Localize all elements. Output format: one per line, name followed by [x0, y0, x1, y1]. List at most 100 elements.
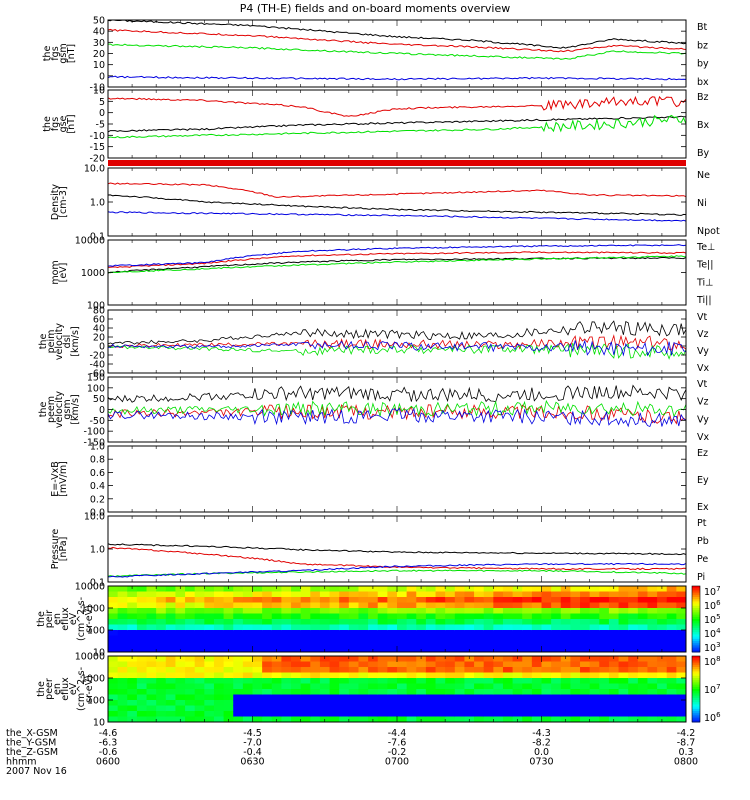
heatmap-cell — [445, 700, 456, 707]
heatmap-cell — [435, 667, 446, 674]
heatmap-cell — [368, 608, 379, 615]
heatmap-cell — [175, 656, 186, 663]
heatmap-cell — [358, 705, 369, 712]
heatmap-cell — [310, 716, 321, 722]
heatmap-cell — [637, 689, 649, 696]
heatmap-cell — [377, 711, 388, 718]
heatmap-cell — [300, 646, 311, 652]
heatmap-cell — [637, 619, 649, 626]
heatmap-cell — [281, 661, 292, 668]
heatmap-cell — [165, 661, 177, 668]
heatmap-cell — [531, 619, 543, 626]
heatmap-cell — [339, 624, 350, 631]
heatmap-cell — [599, 635, 610, 642]
heatmap-cell — [281, 602, 292, 609]
heatmap-cell — [127, 678, 138, 685]
heatmap-cell — [242, 646, 254, 652]
heatmap-cell — [580, 694, 591, 701]
colorbar-segment — [692, 697, 700, 701]
heatmap-cell — [223, 667, 234, 674]
heatmap-cell — [348, 613, 360, 620]
colorbar-tick-label: 105 — [704, 613, 721, 626]
heatmap-cell — [406, 661, 417, 668]
colorbar-segment — [692, 649, 700, 653]
series-line-Bz — [108, 95, 686, 117]
heatmap-cell — [406, 683, 417, 690]
heatmap-cell — [464, 694, 475, 701]
heatmap-cell — [454, 678, 466, 685]
y-tick-label: -20 — [89, 154, 105, 165]
heatmap-cell — [242, 630, 254, 637]
heatmap-cell — [628, 619, 639, 626]
heatmap-cell — [464, 705, 475, 712]
heatmap-cell — [445, 667, 456, 674]
heatmap-cell — [108, 624, 119, 631]
y-axis-label: eflux — [60, 607, 71, 631]
heatmap-cell — [291, 597, 302, 604]
heatmap-cell — [628, 678, 639, 685]
heatmap-cell — [580, 586, 591, 593]
heatmap-cell — [310, 586, 321, 593]
heatmap-cell — [406, 613, 417, 620]
heatmap-cell — [127, 656, 138, 663]
heatmap-cell — [435, 613, 446, 620]
heatmap-cell — [628, 597, 639, 604]
heatmap-cell — [406, 700, 417, 707]
heatmap-cell — [512, 619, 523, 626]
heatmap-cell — [551, 678, 562, 685]
colorbar-tick-label: 106 — [704, 711, 721, 724]
heatmap-cell — [599, 608, 610, 615]
heatmap-cell — [531, 613, 543, 620]
heatmap-cell — [291, 672, 302, 679]
heatmap-cell — [358, 694, 369, 701]
heatmap-cell — [512, 608, 523, 615]
y-tick-label: 30 — [93, 38, 105, 49]
heatmap-cell — [281, 700, 292, 707]
heatmap-cell — [445, 672, 456, 679]
heatmap-cell — [608, 602, 620, 609]
heatmap-cell — [213, 624, 225, 631]
heatmap-cell — [310, 613, 321, 620]
colorbar-segment — [692, 614, 700, 618]
heatmap-cell — [339, 630, 350, 637]
heatmap-cell — [474, 683, 485, 690]
heatmap-cell — [387, 613, 398, 620]
heatmap-cell — [618, 678, 629, 685]
heatmap-cell — [628, 646, 639, 652]
x-axis-value: -8.7 — [677, 738, 696, 749]
heatmap-cell — [242, 641, 254, 648]
heatmap-cell — [117, 689, 128, 696]
heatmap-cell — [348, 597, 360, 604]
heatmap-cell — [464, 624, 475, 631]
y-tick-label: -100 — [83, 427, 105, 438]
legend-entry: Ti⊥ — [696, 277, 713, 288]
heatmap-cell — [676, 641, 686, 648]
x-axis-value: 0700 — [385, 757, 409, 768]
heatmap-cell — [531, 694, 543, 701]
heatmap-cell — [676, 689, 686, 696]
heatmap-cell — [425, 683, 437, 690]
heatmap-cell — [185, 694, 196, 701]
heatmap-cell — [435, 619, 446, 626]
heatmap-cell — [117, 641, 128, 648]
x-axis-value: -4.4 — [388, 728, 407, 739]
heatmap-cell — [156, 667, 167, 674]
heatmap-cell — [493, 630, 504, 637]
heatmap-cell — [339, 689, 350, 696]
heatmap-cell — [628, 586, 639, 593]
heatmap-cell — [300, 689, 311, 696]
heatmap-cell — [454, 646, 466, 652]
heatmap-cell — [464, 591, 475, 598]
heatmap-cell — [425, 672, 437, 679]
heatmap-cell — [233, 608, 244, 615]
heatmap-cell — [560, 661, 571, 668]
heatmap-cell — [541, 683, 552, 690]
heatmap-cell — [425, 646, 437, 652]
y-axis-label: sr-eV) — [84, 605, 95, 633]
heatmap-cell — [368, 619, 379, 626]
heatmap-cell — [242, 678, 254, 685]
heatmap-cell — [580, 597, 591, 604]
heatmap-cell — [502, 597, 514, 604]
heatmap-cell — [377, 619, 388, 626]
heatmap-cell — [666, 656, 677, 663]
